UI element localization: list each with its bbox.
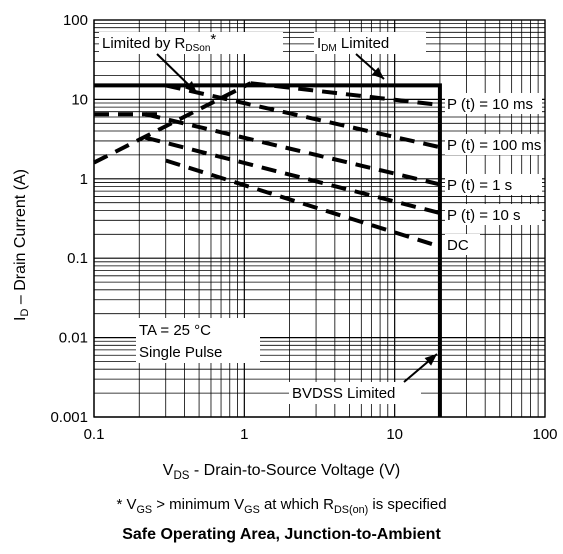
y-tick-label: 100	[63, 12, 88, 29]
conditions-label-box	[136, 318, 260, 363]
x-tick-label: 1	[240, 426, 248, 443]
safe-operating-area-chart: 0.1 1 10 100 0.001 0.01 0.1 1 10 100 ID – Drain C…	[12, 12, 558, 443]
temperature-label: TA = 25 °C	[139, 322, 211, 339]
y-tick-label: 0.01	[59, 330, 88, 347]
series-line-4	[165, 158, 441, 249]
tick-labels: 0.1 1 10 100 0.001 0.01 0.1 1 10 100	[50, 12, 557, 443]
current-voltage-limit-line	[94, 83, 442, 417]
footnote: * VGS > minimum VGS at which RDS(on) is …	[116, 496, 447, 516]
bvdss-arrow-head	[424, 354, 437, 366]
y-axis-label: ID – Drain Current (A)	[12, 169, 31, 321]
x-tick-label: 10	[386, 426, 403, 443]
plot-frame	[93, 19, 546, 418]
bvdss-limit-label: BVDSS Limited	[292, 385, 395, 402]
series-label-10s: P (t) = 10 s	[447, 207, 521, 224]
label-box-10ms	[445, 93, 542, 114]
label-box-1s	[445, 174, 542, 195]
series-line-2	[145, 112, 441, 187]
series-label-10ms: P (t) = 10 ms	[447, 96, 533, 113]
bvdss-label-box	[289, 382, 421, 404]
x-tick-label: 0.1	[84, 426, 105, 443]
rdson-label-box	[99, 32, 283, 54]
y-tick-label: 10	[71, 91, 88, 108]
single-pulse-label: Single Pulse	[139, 344, 222, 361]
label-box-100ms	[445, 134, 544, 155]
y-tick-label: 0.1	[67, 250, 88, 267]
y-tick-label: 1	[80, 171, 88, 188]
label-box-10s	[445, 204, 542, 225]
x-tick-label: 100	[532, 426, 557, 443]
label-boxes	[99, 32, 544, 404]
chart-title: Safe Operating Area, Junction-to-Ambient	[122, 526, 441, 543]
series-line-1	[165, 83, 441, 150]
dashed-series-lines	[93, 81, 441, 249]
idm-label-box	[314, 32, 426, 54]
series-label-1s: P (t) = 1 s	[447, 177, 512, 194]
boundary-lines	[94, 83, 442, 417]
series-line-3	[144, 135, 441, 216]
series-label-100ms: P (t) = 100 ms	[447, 137, 541, 154]
label-box-dc	[445, 234, 480, 255]
rdson-limit-line	[93, 81, 252, 165]
x-axis-label: VDS - Drain-to-Source Voltage (V)	[162, 462, 401, 483]
series-label-dc: DC	[447, 237, 469, 254]
idm-arrow-head	[371, 67, 384, 79]
series-line-0	[250, 81, 441, 107]
y-tick-label: 0.001	[50, 409, 88, 426]
rdson-limit-label: Limited by RDSon*	[102, 31, 216, 54]
idm-limit-label: IDM Limited	[317, 35, 389, 54]
